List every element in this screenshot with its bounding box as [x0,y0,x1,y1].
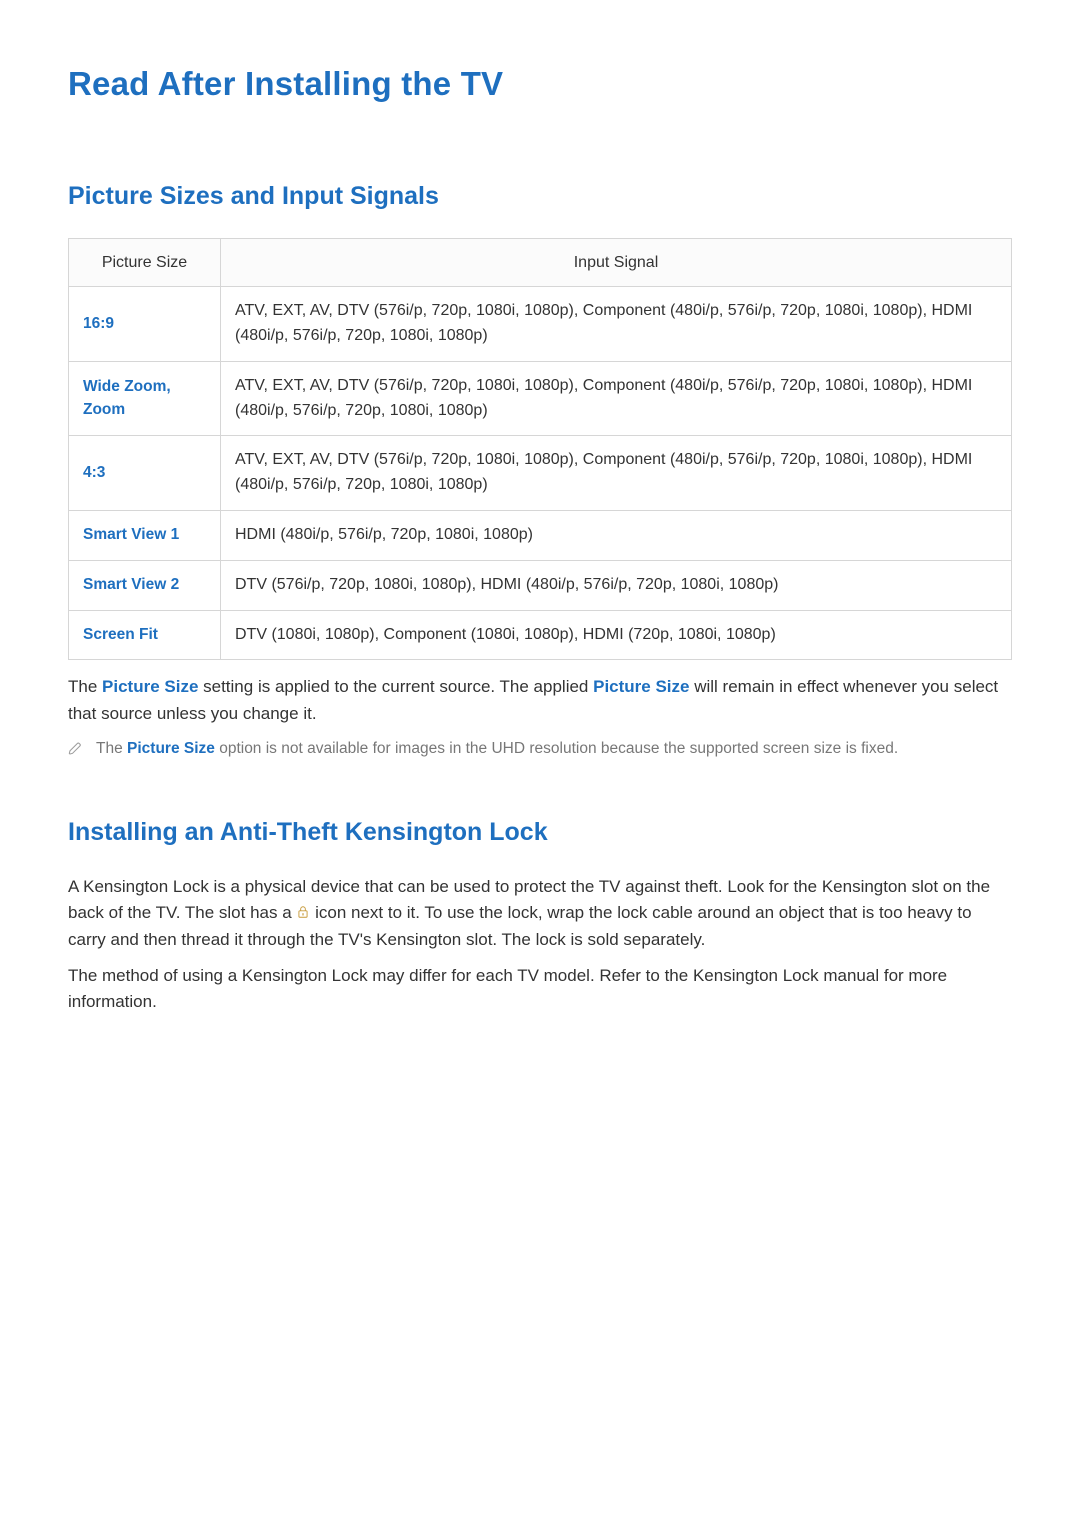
pencil-icon [68,739,86,764]
picture-size-cell: Wide Zoom, Zoom [69,361,221,436]
page-title: Read After Installing the TV [68,60,1012,108]
note-row: The Picture Size option is not available… [68,737,1012,764]
picture-size-cell: Screen Fit [69,610,221,660]
note-text: The Picture Size option is not available… [96,737,898,761]
text-fragment: setting is applied to the current source… [198,677,593,696]
table-header-picture-size: Picture Size [69,239,221,287]
table-row: 16:9 ATV, EXT, AV, DTV (576i/p, 720p, 10… [69,287,1012,362]
section-heading-picture-sizes: Picture Sizes and Input Signals [68,178,1012,214]
input-signal-cell: ATV, EXT, AV, DTV (576i/p, 720p, 1080i, … [221,287,1012,362]
table-row: Wide Zoom, Zoom ATV, EXT, AV, DTV (576i/… [69,361,1012,436]
input-signal-cell: DTV (1080i, 1080p), Component (1080i, 10… [221,610,1012,660]
table-row: Smart View 1 HDMI (480i/p, 576i/p, 720p,… [69,511,1012,561]
keyword-picture-size: Picture Size [102,677,198,696]
keyword-picture-size: Picture Size [593,677,689,696]
input-signal-cell: DTV (576i/p, 720p, 1080i, 1080p), HDMI (… [221,560,1012,610]
table-row: Screen Fit DTV (1080i, 1080p), Component… [69,610,1012,660]
picture-size-cell: 16:9 [69,287,221,362]
kensington-paragraph-1: A Kensington Lock is a physical device t… [68,874,1012,953]
table-header-input-signal: Input Signal [221,239,1012,287]
kensington-lock-icon [296,901,310,915]
text-fragment: The [68,677,102,696]
input-signal-cell: HDMI (480i/p, 576i/p, 720p, 1080i, 1080p… [221,511,1012,561]
text-fragment: option is not available for images in th… [215,740,898,757]
picture-size-table: Picture Size Input Signal 16:9 ATV, EXT,… [68,238,1012,660]
picture-size-cell: 4:3 [69,436,221,511]
input-signal-cell: ATV, EXT, AV, DTV (576i/p, 720p, 1080i, … [221,361,1012,436]
picture-size-cell: Smart View 2 [69,560,221,610]
table-row: Smart View 2 DTV (576i/p, 720p, 1080i, 1… [69,560,1012,610]
kensington-paragraph-2: The method of using a Kensington Lock ma… [68,963,1012,1016]
table-header-row: Picture Size Input Signal [69,239,1012,287]
picture-size-cell: Smart View 1 [69,511,221,561]
text-fragment: The [96,740,127,757]
input-signal-cell: ATV, EXT, AV, DTV (576i/p, 720p, 1080i, … [221,436,1012,511]
picture-size-explainer: The Picture Size setting is applied to t… [68,674,1012,727]
section-heading-kensington: Installing an Anti-Theft Kensington Lock [68,814,1012,850]
keyword-picture-size: Picture Size [127,740,215,757]
table-row: 4:3 ATV, EXT, AV, DTV (576i/p, 720p, 108… [69,436,1012,511]
